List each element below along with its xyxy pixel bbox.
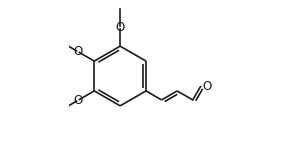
Text: O: O bbox=[115, 21, 125, 34]
Text: O: O bbox=[73, 94, 82, 107]
Text: O: O bbox=[203, 80, 212, 93]
Text: O: O bbox=[73, 45, 82, 58]
